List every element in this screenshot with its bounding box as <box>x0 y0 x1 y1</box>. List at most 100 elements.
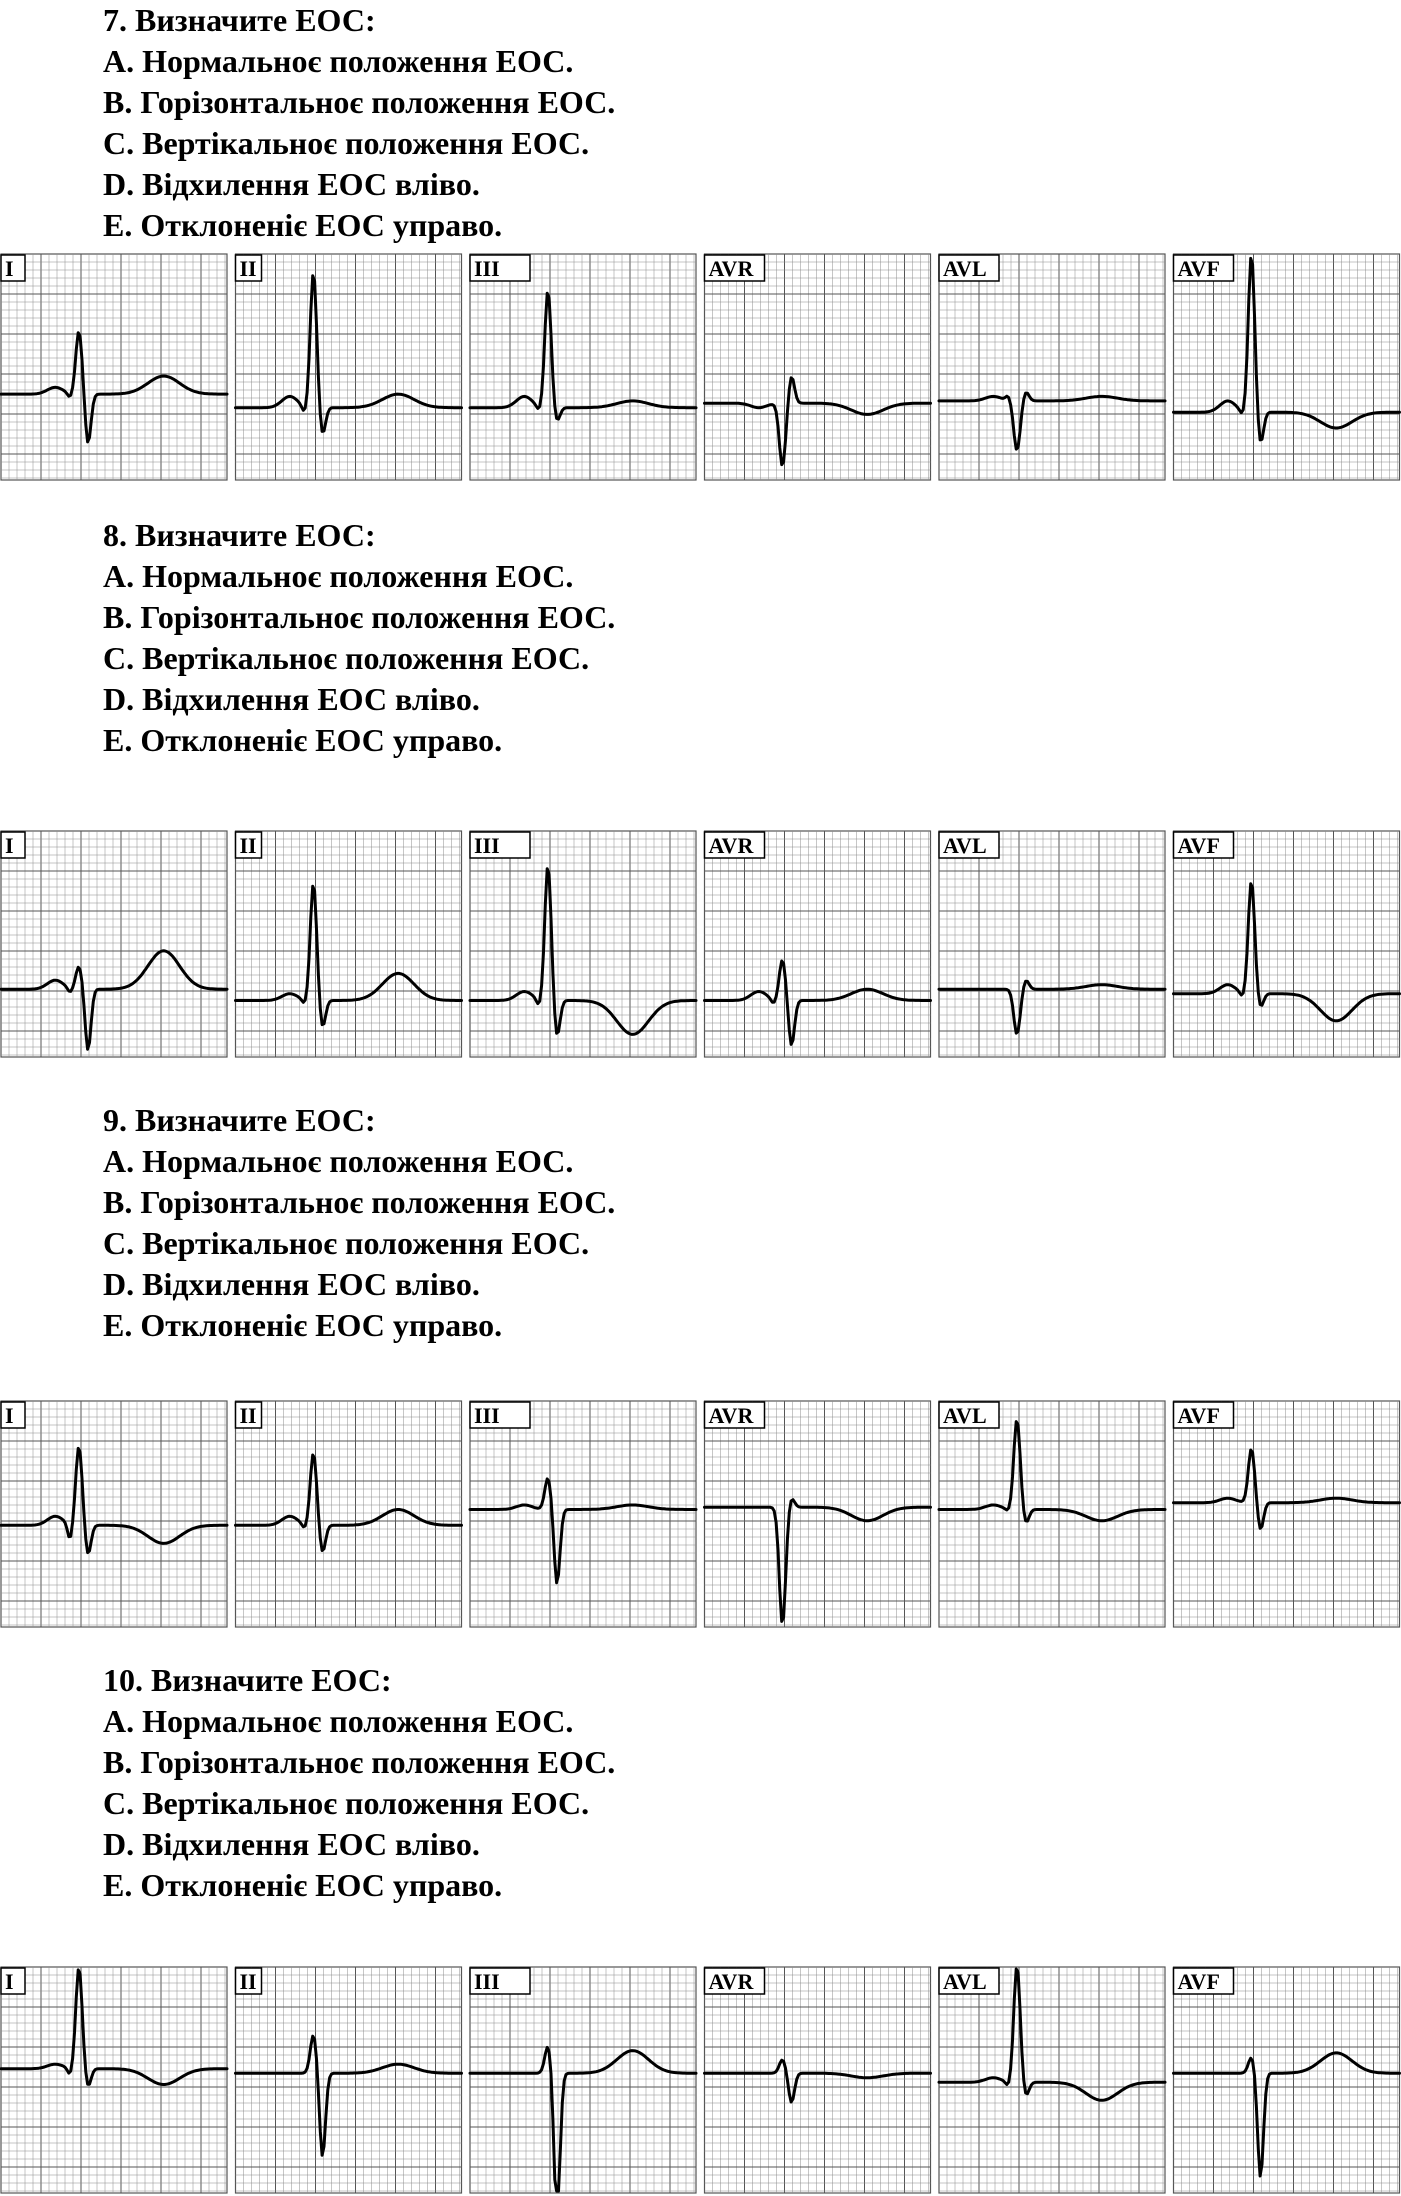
lead-label: II <box>240 1403 257 1428</box>
ecg-panel-i: I <box>0 1400 229 1628</box>
lead-label: AVR <box>709 833 755 858</box>
lead-label-box <box>234 1401 263 1429</box>
ecg-trace-avl <box>937 979 1167 1035</box>
ecg-grid <box>235 831 462 1057</box>
ecg-trace-ii <box>234 274 463 433</box>
lead-label-box <box>1172 831 1235 859</box>
ecg-trace-avr <box>703 2058 932 2104</box>
option-d: D. Відхилення ЕОС вліво. <box>103 1266 480 1302</box>
lead-label-box <box>703 1401 766 1429</box>
ecg-grid <box>235 1401 462 1627</box>
lead-label: AVL <box>943 833 987 858</box>
ecg-panel-i: I <box>0 253 229 481</box>
ecg-panel-iii: III <box>468 1966 698 2194</box>
lead-label: III <box>474 1969 500 1994</box>
ecg-panel-avf: AVF <box>1172 253 1401 481</box>
ecg-grid <box>470 254 696 480</box>
question-title: 8. Визначите ЕОС: <box>103 517 376 553</box>
ecg-leads-svg: I II III AVR AVL AVF <box>0 1966 1401 2194</box>
ecg-leads-svg: I II III AVR AVL AVF <box>0 253 1401 481</box>
option-d: D. Відхилення ЕОС вліво. <box>103 166 480 202</box>
option-e: E. Отклоненіє ЕОС управо. <box>103 207 503 243</box>
ecg-panel-ii: II <box>234 830 463 1058</box>
lead-label-box <box>703 831 766 859</box>
question-8: 8. Визначите ЕОС: A. Нормальноє положенн… <box>103 515 615 761</box>
ecg-trace-avf <box>1172 1448 1401 1530</box>
lead-label-box <box>703 254 766 282</box>
lead-label-box <box>1172 254 1235 282</box>
lead-label: I <box>5 1969 14 1994</box>
ecg-trace-ii <box>234 884 463 1027</box>
ecg-panel-iii: III <box>468 830 698 1058</box>
option-e: E. Отклоненіє ЕОС управо. <box>103 1867 503 1903</box>
ecg-panel-avl: AVL <box>937 1966 1167 2194</box>
lead-label: III <box>474 1403 500 1428</box>
ecg-trace-i <box>0 1968 229 2086</box>
option-e: E. Отклоненіє ЕОС управо. <box>103 1307 503 1343</box>
ecg-panel-iii: III <box>468 1400 698 1628</box>
ecg-panel-avl: AVL <box>937 830 1167 1058</box>
option-e: E. Отклоненіє ЕОС управо. <box>103 722 503 758</box>
ecg-grid <box>1173 254 1400 480</box>
lead-label-box <box>234 254 263 282</box>
ecg-trace-ii <box>234 1453 463 1552</box>
ecg-trace-avr <box>703 1498 932 1623</box>
ecg-grid <box>1 1967 227 2193</box>
ecg-trace-avf <box>1172 882 1401 1023</box>
lead-label-box <box>938 1401 1000 1429</box>
ecg-grid <box>704 1967 931 2193</box>
lead-label: II <box>240 833 257 858</box>
ecg-strip-8: I II III AVR AVL AVF <box>0 830 1401 1060</box>
lead-label-box <box>0 1401 26 1429</box>
ecg-grid <box>1 1401 227 1627</box>
ecg-trace-i <box>0 949 229 1051</box>
ecg-panel-i: I <box>0 1966 229 2194</box>
lead-label-box <box>469 1967 531 1995</box>
ecg-strip-7: I II III AVR AVL AVF <box>0 253 1401 483</box>
option-b: B. Горізонтальноє положення ЕОС. <box>103 1744 616 1780</box>
option-b: B. Горізонтальноє положення ЕОС. <box>103 84 616 120</box>
ecg-trace-iii <box>468 2045 698 2193</box>
ecg-panel-avf: AVF <box>1172 1966 1401 2194</box>
ecg-trace-i <box>0 1446 229 1555</box>
ecg-trace-avf <box>1172 2051 1401 2178</box>
ecg-trace-avl <box>937 1420 1167 1523</box>
option-d: D. Відхилення ЕОС вліво. <box>103 1826 480 1862</box>
ecg-panel-avr: AVR <box>703 253 932 481</box>
ecg-grid <box>939 254 1165 480</box>
question-7: 7. Визначите ЕОС: A. Нормальноє положенн… <box>103 0 615 246</box>
option-a: A. Нормальноє положення ЕОС. <box>103 1143 574 1179</box>
option-b: B. Горізонтальноє положення ЕОС. <box>103 1184 616 1220</box>
ecg-panel-ii: II <box>234 253 463 481</box>
ecg-trace-iii <box>468 291 698 421</box>
ecg-grid <box>470 1967 696 2193</box>
lead-label: III <box>474 256 500 281</box>
ecg-trace-avl <box>937 1967 1167 2102</box>
ecg-panel-avf: AVF <box>1172 830 1401 1058</box>
ecg-trace-i <box>0 331 229 444</box>
lead-label-box <box>234 831 263 859</box>
question-10: 10. Визначите ЕОС: A. Нормальноє положен… <box>103 1660 615 1906</box>
lead-label-box <box>938 831 1000 859</box>
ecg-grid <box>470 831 696 1057</box>
question-title: 7. Визначите ЕОС: <box>103 2 376 38</box>
lead-label-box <box>0 831 26 859</box>
lead-label-box <box>234 1967 263 1995</box>
lead-label-box <box>1172 1401 1235 1429</box>
lead-label: III <box>474 833 500 858</box>
lead-label: AVL <box>943 256 987 281</box>
ecg-grid <box>235 1967 462 2193</box>
question-title: 9. Визначите ЕОС: <box>103 1102 376 1138</box>
ecg-trace-avl <box>937 391 1167 451</box>
option-c: C. Вертікальноє положення ЕОС. <box>103 640 590 676</box>
ecg-panel-avr: AVR <box>703 1966 932 2194</box>
lead-label-box <box>469 831 531 859</box>
ecg-grid <box>1173 831 1400 1057</box>
lead-label: AVF <box>1178 833 1220 858</box>
ecg-trace-avr <box>703 376 932 467</box>
ecg-panel-iii: III <box>468 253 698 481</box>
ecg-panel-ii: II <box>234 1966 463 2194</box>
ecg-panel-avl: AVL <box>937 1400 1167 1628</box>
ecg-trace-avr <box>703 959 932 1046</box>
ecg-panel-avf: AVF <box>1172 1400 1401 1628</box>
